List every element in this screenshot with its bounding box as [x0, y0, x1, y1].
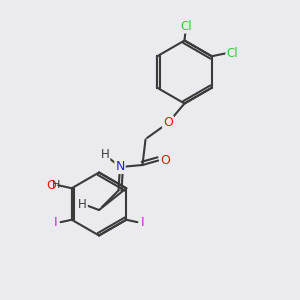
- Text: Cl: Cl: [180, 20, 192, 33]
- Text: O: O: [160, 154, 170, 167]
- Text: H: H: [52, 180, 61, 190]
- Text: N: N: [115, 160, 125, 173]
- Text: H: H: [78, 197, 87, 211]
- Text: I: I: [53, 216, 57, 229]
- Text: O: O: [46, 179, 56, 192]
- Text: I: I: [141, 216, 145, 229]
- Text: H: H: [100, 148, 109, 161]
- Text: O: O: [163, 116, 173, 130]
- Text: Cl: Cl: [226, 47, 238, 60]
